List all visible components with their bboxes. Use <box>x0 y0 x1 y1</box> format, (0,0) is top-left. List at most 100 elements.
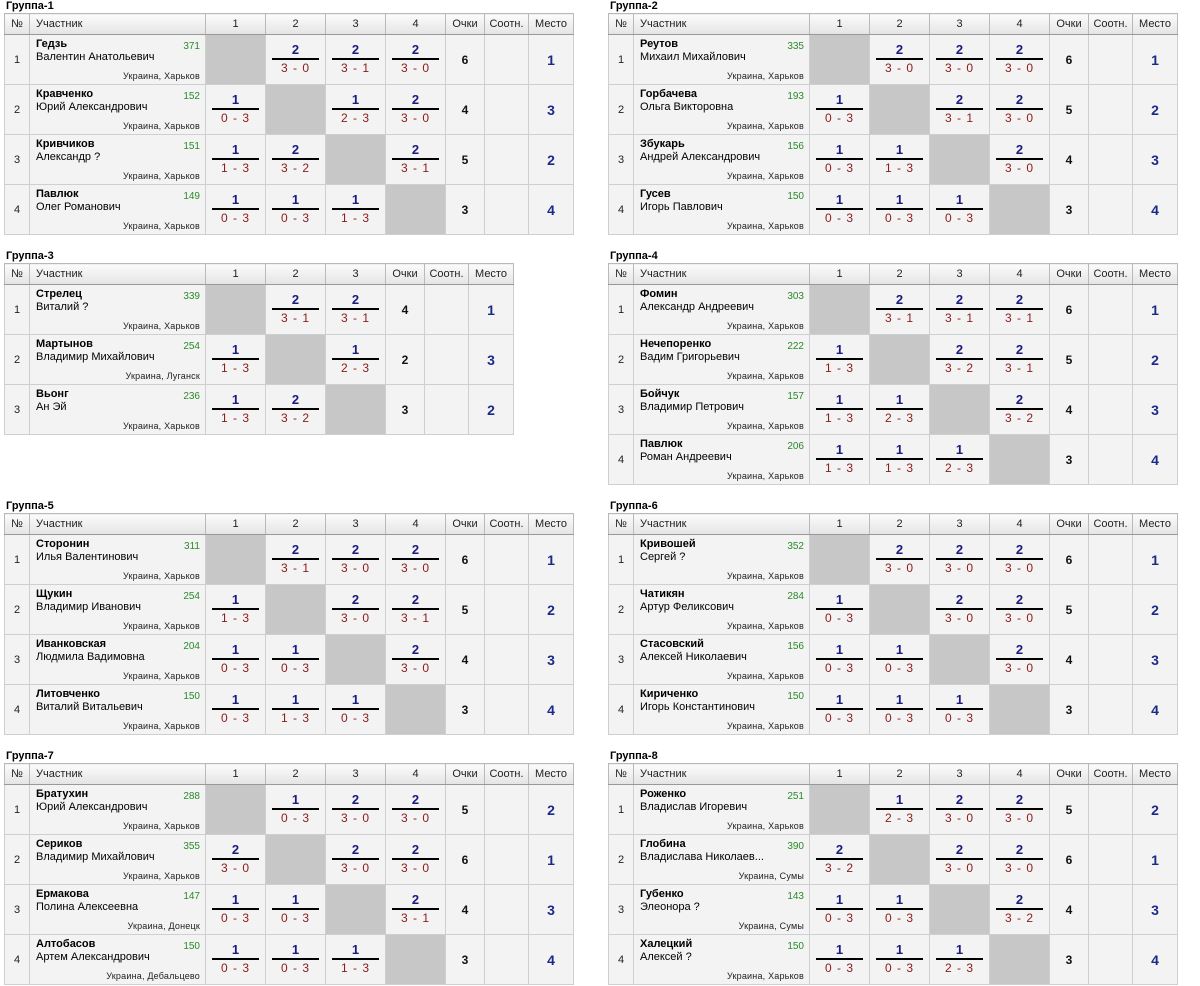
match-result-cell[interactable]: 1 0 - 3 <box>869 634 930 685</box>
player-cell[interactable]: Гусев Игорь Павлович 150 Украина, Харьков <box>633 184 810 235</box>
player-cell[interactable]: Вьонг Ан Эй 236 Украина, Харьков <box>29 384 206 435</box>
player-surname[interactable]: Алтобасов <box>36 938 96 950</box>
match-result-cell[interactable]: 1 2 - 3 <box>869 784 930 835</box>
match-result-cell[interactable]: 2 3 - 0 <box>385 84 446 135</box>
player-surname[interactable]: Збукарь <box>640 138 685 150</box>
match-result-cell[interactable]: 1 0 - 3 <box>869 684 930 735</box>
player-cell[interactable]: Реутов Михаил Михайлович 335 Украина, Харьк… <box>633 34 810 85</box>
player-cell[interactable]: Роженко Владислав Игоревич 251 Украина, Хар… <box>633 784 810 835</box>
match-result-cell[interactable]: 1 2 - 3 <box>325 84 386 135</box>
player-surname[interactable]: Бойчук <box>640 388 680 400</box>
player-cell[interactable]: Губенко Элеонора ? 143 Украина, Сумы <box>633 884 810 935</box>
match-result-cell[interactable]: 2 3 - 0 <box>929 834 990 885</box>
player-surname[interactable]: Чатикян <box>640 588 685 600</box>
player-cell[interactable]: Щукин Владимир Иванович 254 Украина, Харько… <box>29 584 206 635</box>
match-result-cell[interactable]: 2 3 - 0 <box>989 34 1050 85</box>
match-result-cell[interactable]: 2 3 - 1 <box>869 284 930 335</box>
match-result-cell[interactable]: 1 0 - 3 <box>205 634 266 685</box>
player-surname[interactable]: Стрелец <box>36 288 82 300</box>
player-cell[interactable]: Кривчиков Александр ? 151 Украина, Харьков <box>29 134 206 185</box>
match-result-cell[interactable]: 2 3 - 1 <box>265 534 326 585</box>
match-result-cell[interactable]: 2 3 - 0 <box>325 784 386 835</box>
match-result-cell[interactable]: 1 1 - 3 <box>325 184 386 235</box>
player-surname[interactable]: Стасовский <box>640 638 704 650</box>
player-cell[interactable]: Горбачева Ольга Викторовна 193 Украина, Хар… <box>633 84 810 135</box>
match-result-cell[interactable]: 1 1 - 3 <box>809 334 870 385</box>
match-result-cell[interactable]: 1 2 - 3 <box>869 384 930 435</box>
match-result-cell[interactable]: 1 0 - 3 <box>809 884 870 935</box>
match-result-cell[interactable]: 2 3 - 1 <box>929 84 990 135</box>
match-result-cell[interactable]: 1 1 - 3 <box>869 434 930 485</box>
match-result-cell[interactable]: 1 0 - 3 <box>929 684 990 735</box>
match-result-cell[interactable]: 2 3 - 0 <box>989 584 1050 635</box>
player-cell[interactable]: Ермакова Полина Алексеевна 147 Украина, Дон… <box>29 884 206 935</box>
match-result-cell[interactable]: 2 3 - 0 <box>325 534 386 585</box>
player-cell[interactable]: Братухин Юрий Александрович 288 Украина, Ха… <box>29 784 206 835</box>
match-result-cell[interactable]: 1 0 - 3 <box>809 684 870 735</box>
match-result-cell[interactable]: 1 1 - 3 <box>265 684 326 735</box>
match-result-cell[interactable]: 2 3 - 2 <box>265 384 326 435</box>
match-result-cell[interactable]: 2 3 - 0 <box>385 834 446 885</box>
match-result-cell[interactable]: 2 3 - 2 <box>265 134 326 185</box>
match-result-cell[interactable]: 2 3 - 2 <box>809 834 870 885</box>
player-surname[interactable]: Реутов <box>640 38 679 50</box>
match-result-cell[interactable]: 1 2 - 3 <box>325 334 386 385</box>
player-cell[interactable]: Нечепоренко Вадим Григорьевич 222 Украина, … <box>633 334 810 385</box>
match-result-cell[interactable]: 2 3 - 0 <box>989 134 1050 185</box>
player-surname[interactable]: Роженко <box>640 788 687 800</box>
match-result-cell[interactable]: 2 3 - 0 <box>385 34 446 85</box>
match-result-cell[interactable]: 1 0 - 3 <box>205 884 266 935</box>
player-cell[interactable]: Сторонин Илья Валентинович 311 Украина, Хар… <box>29 534 206 585</box>
match-result-cell[interactable]: 1 0 - 3 <box>809 934 870 985</box>
match-result-cell[interactable]: 2 3 - 1 <box>385 884 446 935</box>
match-result-cell[interactable]: 2 3 - 1 <box>989 334 1050 385</box>
player-surname[interactable]: Халецкий <box>640 938 693 950</box>
match-result-cell[interactable]: 1 1 - 3 <box>325 934 386 985</box>
player-cell[interactable]: Литовченко Виталий Витальевич 150 Украина, … <box>29 684 206 735</box>
match-result-cell[interactable]: 2 3 - 0 <box>869 34 930 85</box>
match-result-cell[interactable]: 1 0 - 3 <box>265 934 326 985</box>
player-surname[interactable]: Литовченко <box>36 688 101 700</box>
match-result-cell[interactable]: 2 3 - 0 <box>989 534 1050 585</box>
match-result-cell[interactable]: 1 0 - 3 <box>809 84 870 135</box>
match-result-cell[interactable]: 1 0 - 3 <box>809 584 870 635</box>
match-result-cell[interactable]: 1 0 - 3 <box>265 184 326 235</box>
match-result-cell[interactable]: 1 0 - 3 <box>205 84 266 135</box>
player-surname[interactable]: Ермакова <box>36 888 89 900</box>
player-cell[interactable]: Стасовский Алексей Николаевич 156 Украина, … <box>633 634 810 685</box>
match-result-cell[interactable]: 1 0 - 3 <box>869 884 930 935</box>
match-result-cell[interactable]: 1 2 - 3 <box>929 434 990 485</box>
player-cell[interactable]: Сериков Владимир Михайлович 355 Украина, Ха… <box>29 834 206 885</box>
player-cell[interactable]: Гедзь Валентин Анатольевич 371 Украина, Хар… <box>29 34 206 85</box>
player-surname[interactable]: Щукин <box>36 588 73 600</box>
match-result-cell[interactable]: 1 1 - 3 <box>205 334 266 385</box>
match-result-cell[interactable]: 2 3 - 0 <box>205 834 266 885</box>
player-cell[interactable]: Мартынов Владимир Михайлович 254 Украина, Л… <box>29 334 206 385</box>
player-surname[interactable]: Кириченко <box>640 688 699 700</box>
player-cell[interactable]: Иванковская Людмила Вадимовна 204 Украина, … <box>29 634 206 685</box>
match-result-cell[interactable]: 2 3 - 0 <box>929 784 990 835</box>
player-surname[interactable]: Глобина <box>640 838 686 850</box>
player-cell[interactable]: Кириченко Игорь Константинович 150 Украина,… <box>633 684 810 735</box>
match-result-cell[interactable]: 1 1 - 3 <box>869 134 930 185</box>
match-result-cell[interactable]: 1 0 - 3 <box>205 684 266 735</box>
match-result-cell[interactable]: 2 3 - 0 <box>929 34 990 85</box>
player-surname[interactable]: Фомин <box>640 288 678 300</box>
player-cell[interactable]: Бойчук Владимир Петрович 157 Украина, Харьк… <box>633 384 810 435</box>
match-result-cell[interactable]: 2 3 - 0 <box>265 34 326 85</box>
player-surname[interactable]: Кравченко <box>36 88 94 100</box>
match-result-cell[interactable]: 1 1 - 3 <box>809 434 870 485</box>
player-surname[interactable]: Гусев <box>640 188 671 200</box>
match-result-cell[interactable]: 1 1 - 3 <box>205 134 266 185</box>
match-result-cell[interactable]: 1 0 - 3 <box>265 634 326 685</box>
match-result-cell[interactable]: 1 0 - 3 <box>809 184 870 235</box>
match-result-cell[interactable]: 1 0 - 3 <box>869 934 930 985</box>
match-result-cell[interactable]: 1 2 - 3 <box>929 934 990 985</box>
player-cell[interactable]: Чатикян Артур Феликсович 284 Украина, Харьк… <box>633 584 810 635</box>
player-cell[interactable]: Фомин Александр Андреевич 303 Украина, Харь… <box>633 284 810 335</box>
match-result-cell[interactable]: 1 0 - 3 <box>265 784 326 835</box>
player-surname[interactable]: Иванковская <box>36 638 107 650</box>
player-cell[interactable]: Збукарь Андрей Александрович 156 Украина, Х… <box>633 134 810 185</box>
player-cell[interactable]: Глобина Владислава Николаев... 390 Украина,… <box>633 834 810 885</box>
match-result-cell[interactable]: 1 0 - 3 <box>205 184 266 235</box>
